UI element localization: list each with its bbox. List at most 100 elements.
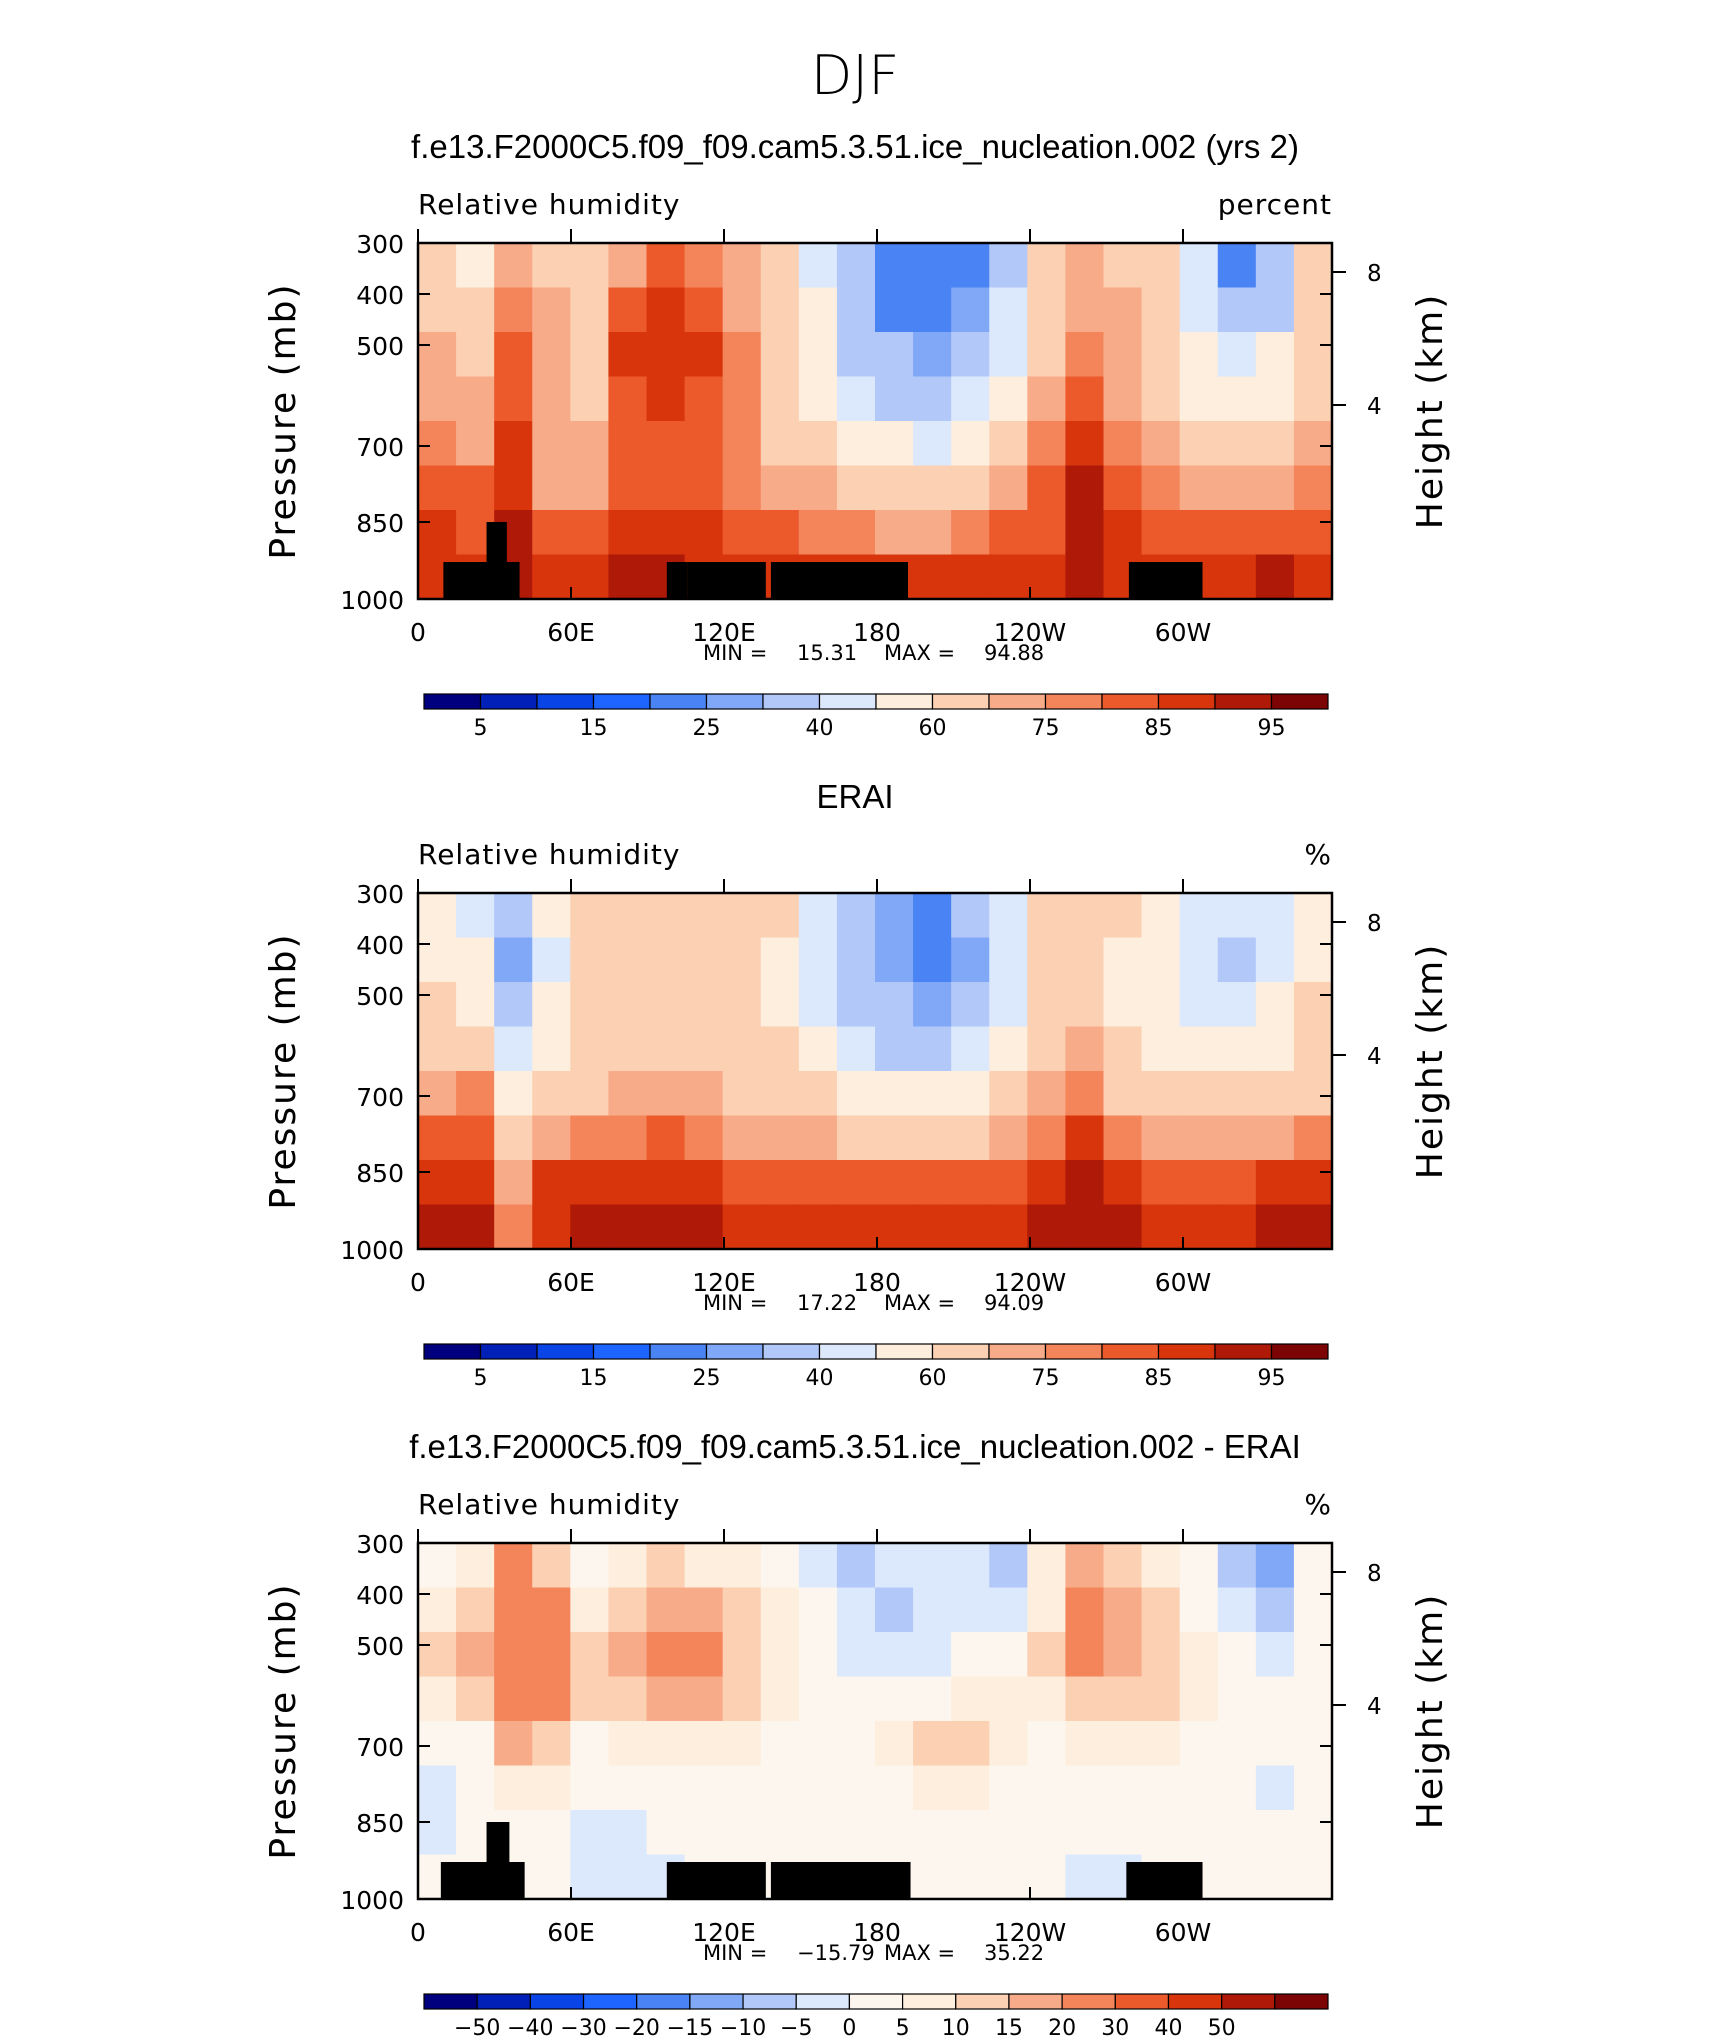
field-cell <box>1293 1676 1333 1722</box>
field-cell <box>760 1721 800 1767</box>
field-cell <box>1217 1026 1257 1072</box>
field-cell <box>951 510 990 556</box>
field-cell <box>418 1071 457 1117</box>
field-cell <box>1217 1765 1257 1811</box>
field-cell <box>875 1632 914 1678</box>
field-cell <box>1217 1115 1257 1161</box>
y-tick-label: 500 <box>356 1632 404 1661</box>
field-cell <box>1293 554 1333 600</box>
field-cell <box>760 1765 800 1811</box>
field-cell <box>798 332 838 378</box>
field-cell <box>646 243 686 289</box>
field-cell <box>1217 1676 1257 1722</box>
field-cell <box>494 1071 533 1117</box>
colorbar-swatch <box>988 693 1047 710</box>
field-cell <box>1255 1071 1295 1117</box>
field-cell <box>418 1721 457 1767</box>
plot-frame <box>416 1541 1334 1901</box>
colorbar-swatch <box>636 1993 691 2010</box>
colorbar-label: −5 <box>780 2016 812 2038</box>
colorbar-label: −40 <box>507 2016 553 2038</box>
field-cell <box>913 1071 952 1117</box>
field-cell <box>913 421 952 467</box>
field-cell <box>418 982 457 1028</box>
field-cell <box>608 1854 648 1900</box>
colorbar-label: 85 <box>1145 716 1173 741</box>
max-label: MAX = <box>884 1291 955 1315</box>
field-cell <box>1141 1071 1181 1117</box>
colorbar-label: −10 <box>720 2016 766 2038</box>
field-cell <box>875 243 914 289</box>
field-cell <box>1255 243 1295 289</box>
field-cell <box>1217 287 1257 333</box>
field-cell <box>989 1543 1028 1589</box>
field-cell <box>1103 510 1143 556</box>
colorbar-swatch <box>988 1343 1047 1360</box>
field-cell <box>1255 982 1295 1028</box>
field-cell <box>1293 1543 1333 1589</box>
field-cell <box>494 1632 533 1678</box>
field-cell <box>722 465 762 511</box>
field-cell <box>722 376 762 422</box>
field-cell <box>570 1810 610 1856</box>
field-cell <box>1217 243 1257 289</box>
field-cell <box>1255 1810 1295 1856</box>
field-cell <box>875 1676 914 1722</box>
field-cell <box>532 1543 571 1589</box>
field-cell <box>608 510 648 556</box>
colorbar-swatch <box>1270 693 1329 710</box>
field-cell <box>1179 1115 1219 1161</box>
field-cell <box>608 1721 648 1767</box>
colorbar-label: 40 <box>1154 2016 1182 2038</box>
field-cell <box>989 243 1028 289</box>
x-tick-label: 120W <box>994 618 1066 647</box>
field-cell <box>1217 1543 1257 1589</box>
field-cell <box>570 287 610 333</box>
field-cell <box>570 465 610 511</box>
field-cell <box>1103 1721 1143 1767</box>
colorbar-label: 50 <box>1208 2016 1236 2038</box>
field-cell <box>1255 421 1295 467</box>
y-tick-label: 300 <box>356 230 404 259</box>
colorbar-label: 85 <box>1145 1366 1173 1391</box>
max-label: MAX = <box>884 641 955 665</box>
field-cell <box>1293 982 1333 1028</box>
field-cell <box>532 510 571 556</box>
topography-mask <box>687 562 766 599</box>
field-cell <box>570 1204 610 1250</box>
field-cell <box>1065 554 1105 600</box>
field-cell <box>646 1721 686 1767</box>
field-cell <box>646 421 686 467</box>
field-cell <box>418 376 457 422</box>
field-cell <box>1141 1676 1181 1722</box>
field-cell <box>646 465 686 511</box>
field-cell <box>418 937 457 983</box>
field-cell <box>836 1204 876 1250</box>
field-cell <box>836 1810 876 1856</box>
field-cell <box>532 1587 571 1633</box>
panel-title: ERAI <box>816 778 893 815</box>
field-cell <box>418 1676 457 1722</box>
field-cell <box>760 1160 800 1206</box>
colorbar-label: 60 <box>919 1366 947 1391</box>
field-cell <box>798 243 838 289</box>
min-value: 17.22 <box>797 1291 857 1315</box>
field-cell <box>456 465 495 511</box>
y-tick-label: 850 <box>356 509 404 538</box>
contour-field <box>418 1543 1333 1900</box>
field-cell <box>1141 1160 1181 1206</box>
field-cell <box>722 893 762 939</box>
field-cell <box>836 1632 876 1678</box>
field-cell <box>836 421 876 467</box>
field-cell <box>1217 1587 1257 1633</box>
field-cell <box>875 1721 914 1767</box>
colorbar: 5 15 25 40 60 75 85 95 <box>423 693 1329 741</box>
field-cell <box>570 1543 610 1589</box>
field-cell <box>532 332 571 378</box>
field-cell <box>989 1026 1028 1072</box>
field-cell <box>760 1587 800 1633</box>
field-cell <box>1141 1810 1181 1856</box>
colorbar-swatch <box>875 693 934 710</box>
field-cell <box>760 332 800 378</box>
field-cell <box>951 376 990 422</box>
